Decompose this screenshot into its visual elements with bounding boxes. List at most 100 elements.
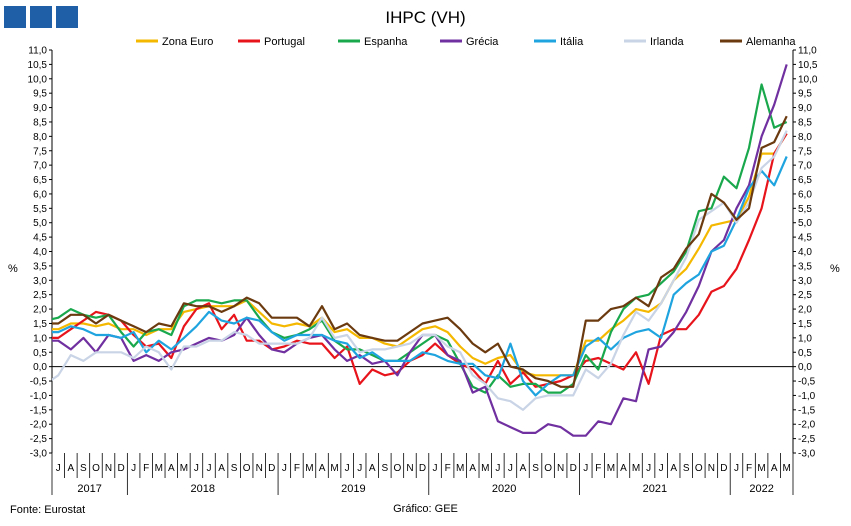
series-line-alemanha xyxy=(52,115,788,388)
x-month-label: F xyxy=(595,463,601,474)
series-line-portugal xyxy=(52,132,788,388)
chart-title: IHPC (VH) xyxy=(385,8,466,27)
y-tick-label-right: 8,5 xyxy=(798,117,812,128)
y-tick-label-left: 4,0 xyxy=(33,247,47,258)
y-unit-right: % xyxy=(830,263,840,275)
y-tick-label-left: 7,0 xyxy=(33,161,47,172)
y-tick-label-left: 1,5 xyxy=(33,319,47,330)
y-tick-label-left: 6,5 xyxy=(33,175,47,186)
x-month-label: J xyxy=(357,463,362,474)
y-tick-label-right: 1,5 xyxy=(798,319,812,330)
x-month-label: A xyxy=(369,463,376,474)
y-tick-label-right: 5,0 xyxy=(798,218,812,229)
x-month-label: D xyxy=(570,463,577,474)
y-tick-label-right: -3,0 xyxy=(798,449,816,460)
x-month-label: N xyxy=(557,463,564,474)
legend-label-zona-euro: Zona Euro xyxy=(162,36,213,48)
x-month-label: A xyxy=(68,463,75,474)
y-tick-label-right: 7,5 xyxy=(798,146,812,157)
y-tick-label-left: 0,0 xyxy=(33,362,47,373)
y-tick-label-left: 2,5 xyxy=(33,290,47,301)
logo-block-1 xyxy=(4,6,26,28)
x-month-label: A xyxy=(520,463,527,474)
y-tick-label-right: 4,0 xyxy=(798,247,812,258)
y-tick-label-left: 9,5 xyxy=(33,89,47,100)
series-line-grecia xyxy=(52,64,788,437)
y-tick-label-left: 3,5 xyxy=(33,261,47,272)
x-month-label: M xyxy=(632,463,640,474)
y-tick-label-right: 6,0 xyxy=(798,189,812,200)
y-tick-label-right: 2,5 xyxy=(798,290,812,301)
x-month-label: S xyxy=(80,463,87,474)
x-month-label: A xyxy=(620,463,627,474)
y-tick-label-right: 0,0 xyxy=(798,362,812,373)
x-month-label: J xyxy=(433,463,438,474)
x-month-label: J xyxy=(282,463,287,474)
x-month-label: J xyxy=(734,463,739,474)
x-month-label: D xyxy=(720,463,727,474)
x-month-label: F xyxy=(294,463,300,474)
x-month-label: D xyxy=(268,463,275,474)
y-tick-label-left: 10,5 xyxy=(28,60,48,71)
y-tick-label-right: 11,0 xyxy=(798,46,817,57)
y-tick-label-right: 9,5 xyxy=(798,89,812,100)
y-tick-label-right: 3,5 xyxy=(798,261,812,272)
y-tick-label-left: -1,5 xyxy=(30,405,48,416)
x-month-label: O xyxy=(393,463,401,474)
legend-label-espanha: Espanha xyxy=(364,36,408,48)
series-line-italia xyxy=(52,156,788,397)
y-tick-label-left: 11,0 xyxy=(28,46,47,57)
y-tick-label-right: 10,0 xyxy=(798,74,818,85)
x-month-label: M xyxy=(456,463,464,474)
y-tick-label-left: 5,5 xyxy=(33,204,47,215)
y-tick-label-right: 10,5 xyxy=(798,60,818,71)
y-tick-label-right: 5,5 xyxy=(798,204,812,215)
y-tick-label-left: 7,5 xyxy=(33,146,47,157)
x-month-label: M xyxy=(783,463,791,474)
y-tick-label-right: -2,0 xyxy=(798,420,816,431)
x-month-label: F xyxy=(143,463,149,474)
y-tick-label-left: 10,0 xyxy=(28,74,48,85)
x-year-label: 2019 xyxy=(341,483,365,495)
x-month-label: O xyxy=(243,463,251,474)
y-tick-label-left: -3,0 xyxy=(30,449,48,460)
x-month-label: J xyxy=(56,463,61,474)
legend-label-irlanda: Irlanda xyxy=(650,36,685,48)
legend-label-italia: Itália xyxy=(560,36,584,48)
x-month-label: A xyxy=(319,463,326,474)
y-tick-label-left: 6,0 xyxy=(33,189,47,200)
x-month-label: O xyxy=(544,463,552,474)
x-month-label: J xyxy=(194,463,199,474)
x-month-label: J xyxy=(508,463,513,474)
x-year-label: 2018 xyxy=(190,483,214,495)
x-month-label: M xyxy=(180,463,188,474)
logo-block-2 xyxy=(30,6,52,28)
x-month-label: M xyxy=(155,463,163,474)
x-month-label: A xyxy=(168,463,175,474)
y-tick-label-right: -1,0 xyxy=(798,391,816,402)
y-tick-label-right: 9,0 xyxy=(798,103,812,114)
logo-block-3 xyxy=(56,6,78,28)
x-month-label: S xyxy=(381,463,388,474)
credit-note: Gráfico: GEE xyxy=(393,503,458,515)
y-tick-label-left: 9,0 xyxy=(33,103,47,114)
x-month-label: N xyxy=(105,463,112,474)
y-tick-label-left: 3,0 xyxy=(33,276,47,287)
x-month-label: A xyxy=(771,463,778,474)
y-tick-label-left: -1,0 xyxy=(30,391,48,402)
x-month-label: J xyxy=(495,463,500,474)
y-unit-left: % xyxy=(8,263,18,275)
y-tick-label-left: -2,5 xyxy=(30,434,48,445)
x-month-label: N xyxy=(256,463,263,474)
x-year-label: 2017 xyxy=(77,483,101,495)
x-month-label: M xyxy=(481,463,489,474)
x-year-label: 2021 xyxy=(643,483,667,495)
x-month-label: D xyxy=(419,463,426,474)
y-tick-label-left: 8,5 xyxy=(33,117,47,128)
x-month-label: J xyxy=(131,463,136,474)
x-month-label: M xyxy=(330,463,338,474)
y-tick-label-left: 0,5 xyxy=(33,348,47,359)
y-tick-label-right: 3,0 xyxy=(798,276,812,287)
y-tick-label-right: 2,0 xyxy=(798,305,812,316)
x-month-label: F xyxy=(445,463,451,474)
